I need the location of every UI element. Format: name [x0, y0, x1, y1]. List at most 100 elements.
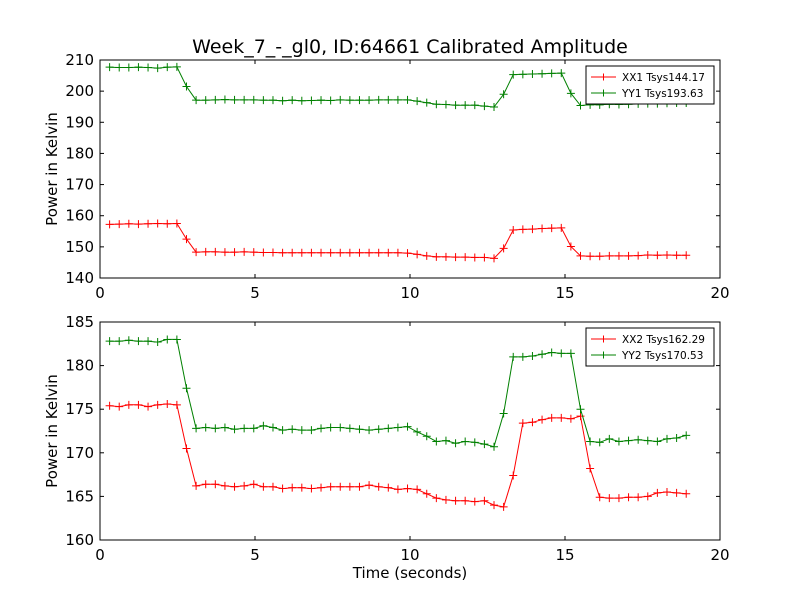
x-tick-label: 5	[250, 284, 260, 302]
data-point	[384, 95, 393, 104]
data-point	[413, 485, 422, 494]
data-point	[538, 415, 547, 424]
legend-box	[585, 327, 715, 367]
legend-marker	[600, 351, 607, 359]
data-point	[278, 426, 287, 435]
data-point	[163, 219, 172, 228]
data-point	[480, 102, 489, 111]
series-1	[105, 399, 691, 511]
data-point	[470, 497, 479, 506]
y-tick-label: 175	[65, 400, 94, 418]
data-point	[172, 335, 181, 344]
data-point	[211, 247, 220, 256]
data-point	[307, 96, 316, 105]
chart-title: Week_7_-_gl0, ID:64661 Calibrated Amplit…	[192, 36, 628, 58]
data-point	[624, 493, 633, 502]
data-point	[470, 253, 479, 262]
data-point	[605, 434, 614, 443]
x-tick-label: 10	[400, 284, 419, 302]
data-point	[201, 247, 210, 256]
data-point	[451, 101, 460, 110]
data-point	[566, 242, 575, 251]
data-point	[326, 96, 335, 105]
data-point	[249, 95, 258, 104]
plot-panel-1: 0 5 10 15 20 140 150 160 170 180 190 200 210 Power in…	[43, 51, 730, 302]
data-point	[413, 427, 422, 436]
data-point	[384, 483, 393, 492]
legend-label: XX1 Tsys144.17	[622, 72, 705, 84]
data-point	[566, 414, 575, 423]
data-point	[374, 248, 383, 257]
data-point	[144, 402, 153, 411]
data-point	[662, 434, 671, 443]
data-point	[307, 426, 316, 435]
data-point	[538, 224, 547, 233]
data-point	[317, 96, 326, 105]
data-point	[624, 251, 633, 260]
x-tick-label: 0	[95, 546, 105, 564]
data-point	[268, 423, 277, 432]
data-point	[614, 437, 623, 446]
data-point	[230, 425, 239, 434]
plot-panel-2: 0 5 10 15 20 160 165 170 175 180 185 Power in Kelvi…	[43, 313, 730, 582]
data-point	[451, 439, 460, 448]
data-point	[441, 436, 450, 445]
data-point	[249, 424, 258, 433]
x-tick-label: 20	[710, 546, 729, 564]
data-point	[490, 103, 499, 112]
data-point	[230, 95, 239, 104]
data-point	[490, 501, 499, 510]
data-point	[115, 63, 124, 72]
data-point	[643, 250, 652, 259]
x-tick-label: 20	[710, 284, 729, 302]
data-point	[509, 226, 518, 235]
data-point	[336, 482, 345, 491]
y-tick-label: 160	[65, 531, 94, 549]
data-point	[240, 424, 249, 433]
data-point	[422, 98, 431, 107]
data-point	[268, 248, 277, 257]
data-point	[586, 252, 595, 261]
data-point	[134, 220, 143, 229]
data-point	[403, 95, 412, 104]
data-point	[240, 481, 249, 490]
y-tick-label: 160	[65, 207, 94, 225]
data-point	[288, 425, 297, 434]
data-point	[134, 63, 143, 72]
data-point	[393, 95, 402, 104]
data-point	[105, 337, 114, 346]
legend-label: YY1 Tsys193.63	[621, 88, 703, 100]
y-axis-label: Power in Kelvin	[43, 112, 61, 226]
data-point	[345, 482, 354, 491]
data-point	[365, 96, 374, 105]
data-point	[288, 248, 297, 257]
data-point	[172, 62, 181, 71]
data-point	[365, 481, 374, 490]
data-point	[566, 349, 575, 358]
data-point	[211, 424, 220, 433]
y-tick-label: 180	[65, 144, 94, 162]
data-point	[528, 225, 537, 234]
data-point	[124, 63, 133, 72]
data-point	[461, 253, 470, 262]
data-point	[682, 251, 691, 260]
data-point	[115, 402, 124, 411]
legend-marker	[600, 335, 607, 343]
data-point	[490, 442, 499, 451]
data-point	[605, 494, 614, 503]
data-point	[538, 69, 547, 78]
data-point	[441, 495, 450, 504]
legend-label: YY2 Tsys170.53	[621, 350, 703, 362]
data-point	[653, 488, 662, 497]
data-point	[124, 219, 133, 228]
y-tick-label: 200	[65, 82, 94, 100]
data-point	[451, 496, 460, 505]
data-point	[576, 412, 585, 421]
data-point	[288, 483, 297, 492]
data-point	[614, 494, 623, 503]
data-point	[662, 488, 671, 497]
data-point	[124, 336, 133, 345]
x-tick-label: 15	[555, 546, 574, 564]
data-point	[345, 424, 354, 433]
legend-marker	[600, 89, 607, 97]
